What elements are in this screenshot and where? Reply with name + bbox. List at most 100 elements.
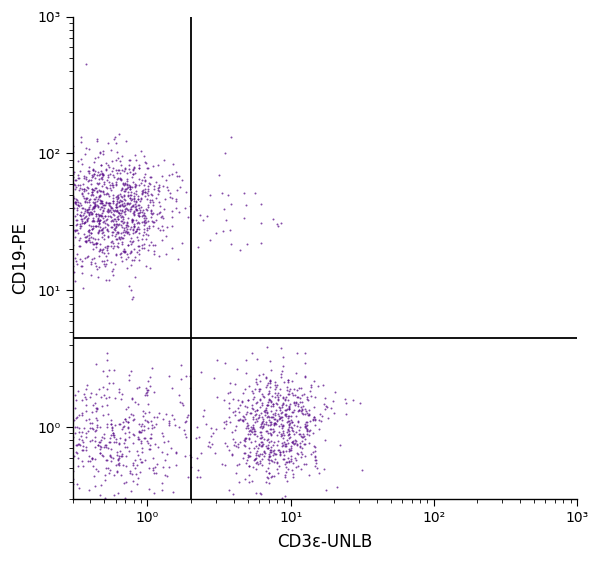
Point: [119, 439, 129, 448]
Point: [193, 243, 203, 252]
Point: [296, 406, 305, 415]
Point: [293, 401, 303, 410]
Point: [113, 207, 123, 216]
Point: [319, 400, 329, 409]
Point: [83, 183, 92, 192]
Point: [258, 440, 268, 449]
Point: [264, 395, 274, 404]
Point: [76, 215, 86, 224]
Point: [84, 145, 94, 154]
Point: [267, 392, 277, 401]
Point: [100, 178, 109, 187]
Point: [70, 253, 80, 262]
Point: [176, 361, 186, 370]
Point: [121, 203, 130, 212]
Point: [112, 202, 122, 211]
Point: [289, 391, 298, 400]
Point: [109, 379, 118, 388]
Point: [103, 248, 113, 257]
Point: [313, 381, 322, 390]
Point: [172, 185, 182, 194]
Point: [258, 415, 268, 424]
Point: [133, 223, 143, 232]
Point: [256, 490, 266, 498]
Point: [284, 389, 294, 398]
Point: [81, 407, 91, 416]
Point: [94, 217, 104, 226]
Point: [146, 206, 156, 215]
Point: [72, 412, 82, 421]
Point: [135, 205, 145, 214]
Point: [72, 206, 82, 215]
Point: [294, 429, 304, 438]
Point: [98, 187, 108, 196]
Point: [90, 222, 100, 231]
Point: [103, 410, 113, 419]
Point: [266, 397, 275, 406]
Point: [257, 419, 266, 428]
Point: [227, 239, 236, 248]
Point: [271, 408, 280, 417]
Point: [287, 456, 296, 465]
Point: [144, 241, 154, 250]
Point: [210, 448, 220, 457]
Point: [105, 212, 115, 221]
Point: [73, 259, 82, 268]
Point: [217, 189, 227, 198]
Point: [104, 276, 114, 285]
Point: [94, 384, 104, 393]
Point: [117, 212, 127, 221]
Point: [88, 209, 97, 218]
Point: [182, 413, 192, 422]
Point: [95, 185, 104, 194]
Point: [287, 407, 297, 416]
Point: [296, 383, 306, 392]
Point: [142, 387, 152, 396]
Point: [152, 459, 162, 468]
Point: [297, 444, 307, 453]
Point: [284, 429, 293, 438]
Point: [255, 377, 265, 386]
Point: [113, 191, 122, 200]
Point: [166, 443, 176, 452]
Point: [295, 442, 305, 451]
Point: [81, 401, 91, 410]
Point: [248, 394, 257, 403]
Point: [300, 348, 310, 357]
Point: [230, 438, 239, 447]
Point: [197, 368, 206, 377]
Point: [256, 456, 265, 465]
Point: [261, 374, 271, 383]
Point: [282, 436, 292, 445]
Point: [84, 166, 94, 175]
Point: [310, 446, 319, 455]
Point: [107, 237, 116, 246]
Point: [285, 384, 295, 393]
Point: [119, 201, 129, 210]
Point: [246, 427, 256, 436]
Point: [124, 427, 134, 436]
Point: [280, 441, 290, 450]
Point: [88, 425, 97, 434]
Point: [257, 450, 267, 459]
Point: [283, 438, 293, 447]
Point: [298, 409, 307, 418]
Point: [160, 456, 169, 465]
Point: [111, 156, 121, 165]
Point: [148, 161, 158, 170]
Point: [79, 210, 88, 219]
Point: [108, 264, 118, 273]
Point: [131, 198, 141, 207]
Point: [111, 139, 121, 148]
Point: [100, 201, 110, 210]
Point: [87, 210, 97, 219]
Point: [159, 438, 169, 447]
Point: [130, 182, 140, 191]
Point: [84, 233, 94, 242]
Point: [76, 233, 85, 242]
Point: [121, 226, 131, 235]
Point: [98, 382, 108, 391]
Point: [122, 184, 131, 193]
Point: [114, 234, 124, 243]
Point: [270, 455, 280, 464]
